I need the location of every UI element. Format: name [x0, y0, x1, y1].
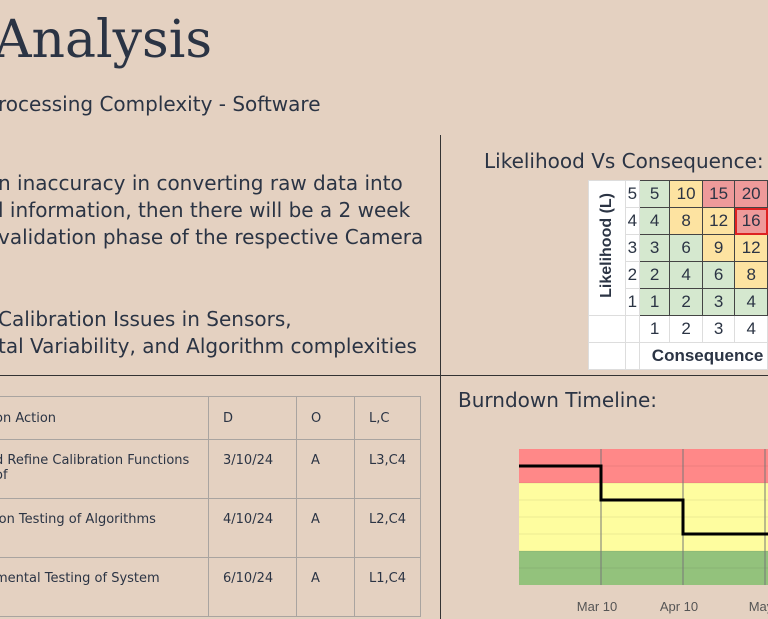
cause-line: tal Variability, and Algorithm complexit… [0, 334, 417, 358]
x-axis-label: Consequence [638, 342, 768, 370]
table-cell: 3/10/24 [208, 439, 297, 499]
matrix-cell: 8 [734, 261, 768, 289]
table-cell: A [296, 557, 355, 617]
matrix-cell: 6 [669, 234, 703, 262]
matrix-cell: 4 [669, 261, 703, 289]
likelihood-level: 2 [625, 261, 640, 289]
matrix-cell: 4 [734, 288, 768, 316]
matrix-row: Likelihood (L) 5 5 10 15 20 [588, 180, 768, 316]
page-subtitle: rocessing Complexity - Software [0, 92, 321, 116]
page-title: Analysis [0, 10, 213, 70]
table-row: ion Testing of Algorithms 4/10/24 A L2,C4 [0, 498, 421, 558]
x-tick-label: May [748, 599, 768, 614]
matrix-cell: 16 [734, 207, 768, 235]
matrix-cell: 1 [638, 288, 671, 316]
table-row: mental Testing of System 6/10/24 A L1,C4 [0, 557, 421, 617]
risk-line: validation phase of the respective Camer… [0, 225, 424, 249]
divider-vertical [440, 135, 441, 619]
matrix-cell: 8 [669, 207, 703, 235]
risk-matrix: Likelihood (L) 5 5 10 15 20 4 4 8 12 16 3 3 6 9 12 2 2 4 6 8… [588, 180, 768, 370]
table-cell: d Refine Calibration Functions of [0, 439, 209, 499]
matrix-row: 4 4 8 12 16 [589, 207, 768, 235]
matrix-cell: 2 [638, 261, 671, 289]
table-cell: L2,C4 [354, 498, 421, 558]
header-cell: L,C [354, 396, 421, 440]
risk-line: n inaccuracy in converting raw data into [0, 171, 403, 195]
root-cause: Calibration Issues in Sensors, tal Varia… [0, 306, 417, 360]
matrix-cell: 12 [734, 234, 768, 262]
matrix-cell: 3 [701, 288, 736, 316]
matrix-row: 3 3 6 9 12 [589, 234, 768, 262]
risk-statement: n inaccuracy in converting raw data into… [0, 170, 423, 251]
table-cell: mental Testing of System [0, 557, 209, 617]
cause-line: Calibration Issues in Sensors, [0, 307, 292, 331]
matrix-cell: 12 [701, 207, 736, 235]
likelihood-level: 4 [625, 207, 640, 235]
consequence-level: 4 [734, 315, 768, 343]
x-tick-label: Mar 10 [576, 599, 618, 614]
matrix-cell: 15 [701, 180, 736, 208]
chart-title: Burndown Timeline: [458, 388, 658, 412]
table-row: d Refine Calibration Functions of3/10/24… [0, 439, 421, 499]
risk-line: l information, then there will be a 2 we… [0, 198, 411, 222]
band [519, 551, 768, 585]
table-cell: A [296, 439, 355, 499]
table-cell: L1,C4 [354, 557, 421, 617]
header-cell: on Action [0, 396, 209, 440]
table-header: on Action D O L,C [0, 396, 421, 440]
table-cell: L3,C4 [354, 439, 421, 499]
divider-horizontal [0, 375, 768, 376]
band [519, 483, 768, 551]
consequence-level: 2 [669, 315, 703, 343]
y-axis-label-cell: Likelihood (L) [588, 180, 626, 316]
likelihood-level: 1 [625, 288, 640, 316]
table-cell: 6/10/24 [208, 557, 297, 617]
x-tick-label: Apr 10 [659, 599, 699, 614]
matrix-title: Likelihood Vs Consequence: [484, 149, 764, 173]
burndown-line [519, 464, 768, 536]
table-cell: ion Testing of Algorithms [0, 498, 209, 558]
table-cell: A [296, 498, 355, 558]
matrix-cell: 3 [638, 234, 671, 262]
